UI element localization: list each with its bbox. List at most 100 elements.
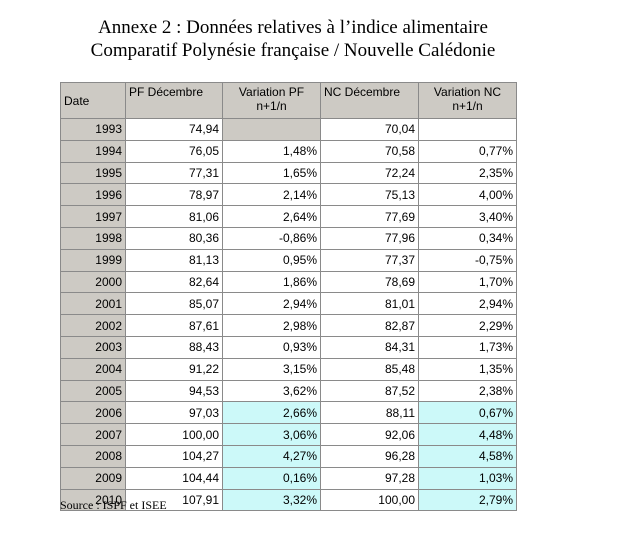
cell-variation-nc: 0,67% (418, 401, 517, 425)
table-row: 2007 100,00 3,06% 92,06 4,48% (60, 423, 517, 446)
cell-year: 2009 (60, 466, 126, 490)
cell-variation-nc: 4,48% (418, 423, 517, 446)
cell-year: 1998 (60, 226, 126, 250)
cell-variation-nc: 4,58% (418, 444, 517, 468)
cell-variation-nc: 3,40% (418, 205, 517, 228)
cell-nc-december: 87,52 (320, 379, 419, 403)
cell-variation-pf: 2,64% (222, 205, 321, 228)
cell-variation-pf: -0,86% (222, 226, 321, 250)
table-row: 2001 85,07 2,94% 81,01 2,94% (60, 292, 517, 316)
cell-nc-december: 96,28 (320, 444, 419, 468)
cell-nc-december: 81,01 (320, 292, 419, 316)
cell-nc-december: 85,48 (320, 357, 419, 381)
cell-variation-nc: 2,38% (418, 379, 517, 403)
cell-pf-december: 97,03 (125, 401, 223, 425)
table-row: 2002 87,61 2,98% 82,87 2,29% (60, 314, 517, 337)
table-row: 1993 74,94 70,04 (60, 118, 517, 141)
header-variation-nc-line-1: Variation NC (433, 85, 502, 99)
cell-pf-december: 94,53 (125, 379, 223, 403)
table-row: 2004 91,22 3,15% 85,48 1,35% (60, 357, 517, 381)
header-variation-pf-line-2: n+1/n (256, 99, 287, 113)
table-row: 2005 94,53 3,62% 87,52 2,38% (60, 379, 517, 403)
table-row: 1994 76,05 1,48% 70,58 0,77% (60, 139, 517, 163)
cell-variation-nc: 0,77% (418, 139, 517, 163)
page-title-line-1: Annexe 2 : Données relatives à l’indice … (98, 17, 488, 38)
cell-nc-december: 77,96 (320, 226, 419, 250)
cell-pf-december: 104,27 (125, 444, 223, 468)
cell-nc-december: 75,13 (320, 183, 419, 207)
header-variation-nc: Variation NC n+1/n (418, 82, 517, 119)
header-row: Date PF Décembre Variation PF n+1/n NC D… (60, 82, 517, 119)
cell-variation-pf: 3,62% (222, 379, 321, 403)
cell-variation-nc: 4,00% (418, 183, 517, 207)
data-table: Date PF Décembre Variation PF n+1/n NC D… (60, 82, 517, 512)
cell-nc-december: 97,28 (320, 466, 419, 490)
cell-nc-december: 88,11 (320, 401, 419, 425)
cell-year: 2004 (60, 357, 126, 381)
header-variation-nc-line-2: n+1/n (452, 99, 483, 113)
table-row: 2003 88,43 0,93% 84,31 1,73% (60, 335, 517, 359)
cell-variation-nc: -0,75% (418, 248, 517, 272)
cell-nc-december: 77,69 (320, 205, 419, 228)
table-row: 1999 81,13 0,95% 77,37 -0,75% (60, 248, 517, 272)
cell-variation-pf: 3,32% (222, 488, 321, 512)
cell-year: 1995 (60, 161, 126, 185)
cell-variation-nc: 1,35% (418, 357, 517, 381)
cell-year: 1997 (60, 205, 126, 228)
cell-variation-nc: 2,94% (418, 292, 517, 316)
cell-variation-pf: 3,15% (222, 357, 321, 381)
cell-pf-december: 74,94 (125, 118, 223, 141)
cell-variation-pf (222, 118, 321, 141)
cell-nc-december: 72,24 (320, 161, 419, 185)
cell-pf-december: 88,43 (125, 335, 223, 359)
cell-variation-pf: 2,98% (222, 314, 321, 337)
cell-variation-pf: 0,93% (222, 335, 321, 359)
cell-variation-nc: 2,79% (418, 488, 517, 512)
cell-pf-december: 91,22 (125, 357, 223, 381)
page-title-line-2: Comparatif Polynésie française / Nouvell… (90, 40, 496, 61)
cell-pf-december: 100,00 (125, 423, 223, 446)
cell-nc-december: 77,37 (320, 248, 419, 272)
cell-pf-december: 80,36 (125, 226, 223, 250)
table-row: 2000 82,64 1,86% 78,69 1,70% (60, 270, 517, 294)
cell-nc-december: 70,04 (320, 118, 419, 141)
header-pf-december: PF Décembre (125, 82, 223, 119)
cell-nc-december: 92,06 (320, 423, 419, 446)
cell-pf-december: 85,07 (125, 292, 223, 316)
table-row: 1995 77,31 1,65% 72,24 2,35% (60, 161, 517, 185)
table-row: 1997 81,06 2,64% 77,69 3,40% (60, 205, 517, 228)
cell-variation-pf: 1,48% (222, 139, 321, 163)
cell-variation-pf: 1,65% (222, 161, 321, 185)
cell-year: 2002 (60, 314, 126, 337)
cell-nc-december: 82,87 (320, 314, 419, 337)
cell-variation-nc: 2,35% (418, 161, 517, 185)
cell-pf-december: 78,97 (125, 183, 223, 207)
cell-year: 2000 (60, 270, 126, 294)
header-variation-pf-line-1: Variation PF (238, 85, 305, 99)
cell-variation-nc: 1,73% (418, 335, 517, 359)
cell-pf-december: 87,61 (125, 314, 223, 337)
header-variation-pf: Variation PF n+1/n (222, 82, 321, 119)
cell-pf-december: 81,06 (125, 205, 223, 228)
cell-nc-december: 78,69 (320, 270, 419, 294)
cell-year: 2007 (60, 423, 126, 446)
header-date: Date (60, 82, 126, 119)
cell-variation-nc: 2,29% (418, 314, 517, 337)
cell-variation-pf: 2,94% (222, 292, 321, 316)
cell-year: 2001 (60, 292, 126, 316)
cell-pf-december: 107,91 (125, 488, 223, 512)
table-row: 2009 104,44 0,16% 97,28 1,03% (60, 466, 517, 490)
table-header: Date PF Décembre Variation PF n+1/n NC D… (60, 82, 517, 119)
cell-variation-pf: 0,16% (222, 466, 321, 490)
cell-nc-december: 84,31 (320, 335, 419, 359)
table-body: 1993 74,94 70,04 1994 76,05 1,48% 70,58 0,77% 19… (60, 118, 517, 512)
cell-variation-pf: 0,95% (222, 248, 321, 272)
cell-year: 2003 (60, 335, 126, 359)
cell-variation-nc: 0,34% (418, 226, 517, 250)
cell-pf-december: 81,13 (125, 248, 223, 272)
header-nc-december: NC Décembre (320, 82, 419, 119)
cell-pf-december: 77,31 (125, 161, 223, 185)
cell-variation-pf: 3,06% (222, 423, 321, 446)
cell-year: 1994 (60, 139, 126, 163)
cell-variation-pf: 1,86% (222, 270, 321, 294)
